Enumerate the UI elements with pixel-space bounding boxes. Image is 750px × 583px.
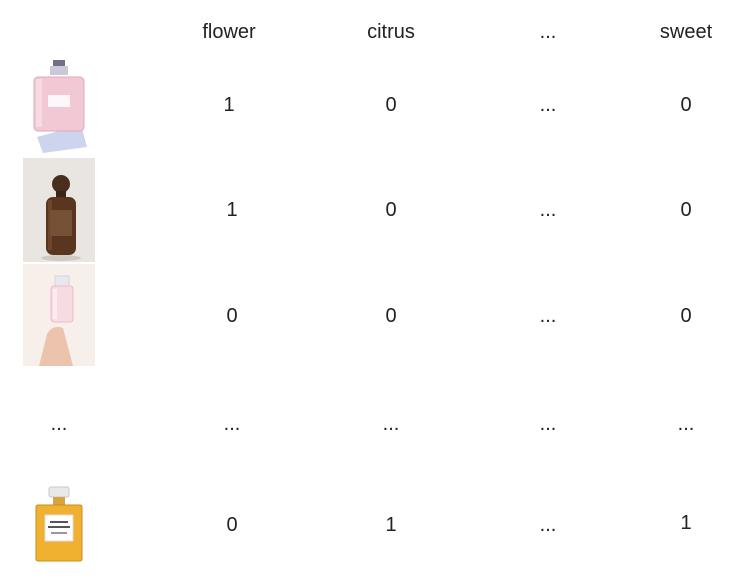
row1-ellipsis-value: ... [539,94,557,116]
chanel-no5-perfume-bottle-image [23,483,95,567]
row5-sweet-value: 1 [680,512,692,534]
column-header-sweet: sweet [659,21,713,43]
column-header-ellipsis: ... [539,21,557,43]
row4-image-ellipsis: ... [50,413,68,435]
row2-sweet-value: 0 [680,199,692,221]
dark-wooden-perfume-bottle-image [23,158,95,262]
hand-holding-perfume-bottle-image [23,264,95,366]
row4-sweet-value: ... [677,413,695,435]
row2-citrus-value: 0 [385,199,397,221]
pink-chanel-perfume-bottle-image [23,55,95,155]
row1-citrus-value: 0 [385,94,397,116]
row3-sweet-value: 0 [680,305,692,327]
row3-ellipsis-value: ... [539,305,557,327]
column-header-citrus: citrus [367,21,415,43]
row5-citrus-value: 1 [385,514,397,536]
row4-citrus-value: ... [382,413,400,435]
row1-flower-value: 1 [223,94,235,116]
row3-flower-value: 0 [226,305,238,327]
row2-ellipsis-value: ... [539,199,557,221]
row1-sweet-value: 0 [680,94,692,116]
row3-citrus-value: 0 [385,305,397,327]
column-header-flower: flower [202,21,256,43]
row4-ellipsis-value: ... [539,413,557,435]
row4-flower-value: ... [223,413,241,435]
row5-ellipsis-value: ... [539,514,557,536]
row2-flower-value: 1 [226,199,238,221]
row5-flower-value: 0 [226,514,238,536]
